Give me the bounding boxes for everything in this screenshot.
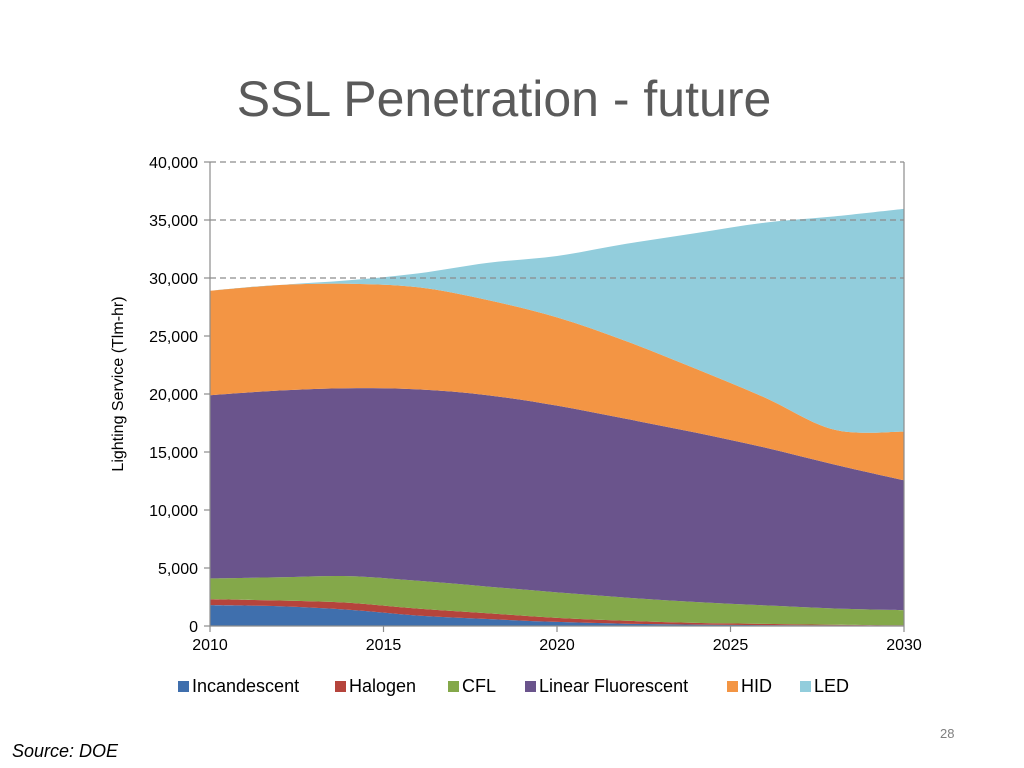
stacked-area-chart: 0 5,000 10,000 15,000 20,000 25,000 30,000 35,0… <box>110 155 922 696</box>
y-tick-label: 30,000 <box>149 271 198 288</box>
area-linear-fluorescent <box>210 388 904 611</box>
y-tick-label: 25,000 <box>149 329 198 346</box>
plot-area <box>210 208 904 626</box>
page-number: 28 <box>940 726 955 741</box>
y-axis-title: Lighting Service (Tlm-hr) <box>110 296 127 471</box>
legend-swatch-led <box>800 681 811 692</box>
y-tick-label: 20,000 <box>149 387 198 404</box>
legend-swatch-hid <box>727 681 738 692</box>
axes: 0 5,000 10,000 15,000 20,000 25,000 30,000 35,0… <box>110 155 922 654</box>
x-tick-label: 2030 <box>886 637 922 654</box>
y-tick-label: 0 <box>189 619 198 636</box>
gridlines <box>210 161 904 279</box>
y-tick-label: 10,000 <box>149 503 198 520</box>
legend-label-halogen: Halogen <box>349 676 416 696</box>
legend-swatch-incandescent <box>178 681 189 692</box>
y-tick-label: 40,000 <box>149 155 198 172</box>
x-tick-label: 2025 <box>713 637 749 654</box>
legend-label-incandescent: Incandescent <box>192 676 299 696</box>
legend-label-hid: HID <box>741 676 772 696</box>
slide-title: SSL Penetration - future <box>236 71 772 127</box>
area-halogen <box>210 599 904 626</box>
x-tick-label: 2020 <box>539 637 575 654</box>
legend-label-cfl: CFL <box>462 676 496 696</box>
area-hid <box>210 283 904 481</box>
legend-label-led: LED <box>814 676 849 696</box>
y-tick-label: 35,000 <box>149 213 198 230</box>
y-tick-label: 15,000 <box>149 445 198 462</box>
legend-label-linear-fluorescent: Linear Fluorescent <box>539 676 688 696</box>
area-incandescent <box>210 605 904 626</box>
y-tick-label: 5,000 <box>158 561 198 578</box>
source-note: Source: DOE <box>12 741 119 761</box>
legend: Incandescent Halogen CFL Linear Fluorescent… <box>178 676 849 696</box>
area-led <box>210 208 904 433</box>
legend-swatch-linear-fluorescent <box>525 681 536 692</box>
x-tick-label: 2015 <box>366 637 402 654</box>
legend-swatch-cfl <box>448 681 459 692</box>
legend-swatch-halogen <box>335 681 346 692</box>
area-cfl <box>210 575 904 626</box>
x-tick-label: 2010 <box>192 637 228 654</box>
